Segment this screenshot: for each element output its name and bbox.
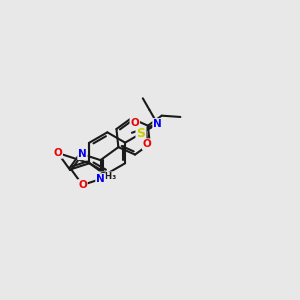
Text: S: S	[136, 127, 146, 140]
Text: O: O	[78, 180, 87, 190]
Text: O: O	[53, 148, 62, 158]
Text: N: N	[78, 149, 87, 159]
Text: N: N	[153, 119, 162, 129]
Text: CH₃: CH₃	[99, 172, 117, 181]
Text: O: O	[143, 139, 152, 149]
Text: O: O	[130, 118, 139, 128]
Text: N: N	[96, 174, 105, 184]
